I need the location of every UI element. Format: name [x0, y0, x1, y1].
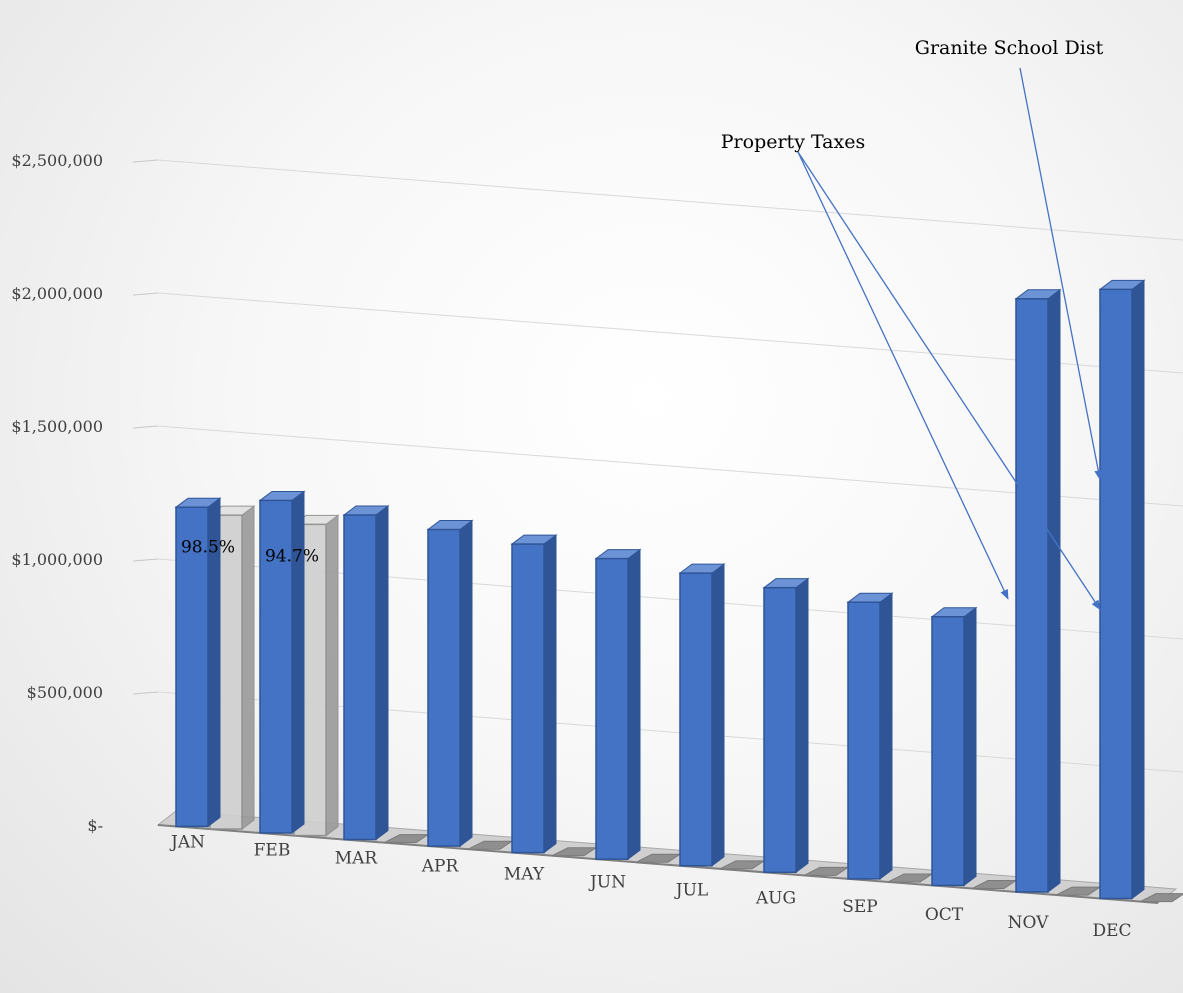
annotations: Property Taxes Granite School Dist — [721, 37, 1104, 611]
annotation-0: Property Taxes — [721, 131, 865, 153]
bar-nov — [1014, 288, 1062, 893]
x-tick-label-jun: JUN — [588, 873, 626, 893]
bar-jun — [594, 548, 642, 861]
x-tick-label-may: MAY — [504, 865, 545, 885]
bar-may — [510, 534, 558, 854]
bar-jul — [678, 563, 726, 867]
x-tick-label-jan: JAN — [169, 832, 205, 852]
x-tick-label-feb: FEB — [254, 840, 291, 860]
gridline-4 — [132, 292, 159, 296]
gridline-1 — [132, 691, 159, 695]
x-tick-label-sep: SEP — [842, 897, 878, 917]
data-label-feb: 94.7% — [265, 547, 319, 567]
y-tick-label-0: $- — [87, 816, 103, 835]
y-tick-label-3: $1,500,000 — [11, 417, 103, 436]
y-tick-label-2: $1,000,000 — [11, 550, 103, 569]
bar-jan — [174, 497, 222, 828]
bar-apr — [426, 519, 474, 848]
bar-feb — [258, 490, 306, 834]
y-tick-label-4: $2,000,000 — [11, 284, 103, 303]
bar-dec — [1098, 279, 1146, 900]
gridline-3 — [157, 425, 1183, 507]
x-axis-labels: JAN FEB MAR APR MAY JUN JUL AUG SEP OCT NOV DEC — [169, 832, 1132, 941]
bars — [174, 279, 1183, 903]
bar-secondary-dec — [1139, 893, 1183, 903]
annotation-arrow-0-dec — [797, 151, 1101, 611]
bar-oct — [930, 606, 978, 887]
gridline-3 — [132, 425, 159, 429]
y-tick-label-5: $2,500,000 — [11, 151, 103, 170]
x-axis-line — [157, 824, 1159, 904]
y-tick-label-1: $500,000 — [27, 683, 103, 702]
gridline-5 — [132, 159, 159, 163]
annotation-1: Granite School Dist — [915, 37, 1104, 59]
bar-sep — [846, 592, 894, 880]
gridline-2 — [132, 558, 159, 562]
gridline-4 — [157, 292, 1183, 374]
x-tick-label-aug: AUG — [755, 889, 796, 909]
x-tick-label-oct: OCT — [925, 905, 964, 925]
gridline-5 — [157, 159, 1183, 241]
data-labels: 98.5% 94.7% — [181, 538, 319, 567]
bar-mar — [342, 504, 390, 841]
x-tick-label-dec: DEC — [1092, 921, 1131, 941]
x-tick-label-nov: NOV — [1008, 913, 1050, 933]
x-tick-label-mar: MAR — [335, 848, 379, 868]
data-label-jan: 98.5% — [181, 538, 235, 558]
x-tick-label-jul: JUL — [674, 881, 708, 901]
bar-aug — [762, 577, 810, 874]
y-axis-ticks: $- $500,000 $1,000,000 $1,500,000 $2,000,000… — [11, 151, 103, 835]
annotation-arrow-0-nov — [797, 151, 1009, 600]
annotation-arrow-1-dec — [1019, 67, 1103, 481]
x-tick-label-apr: APR — [421, 857, 460, 877]
